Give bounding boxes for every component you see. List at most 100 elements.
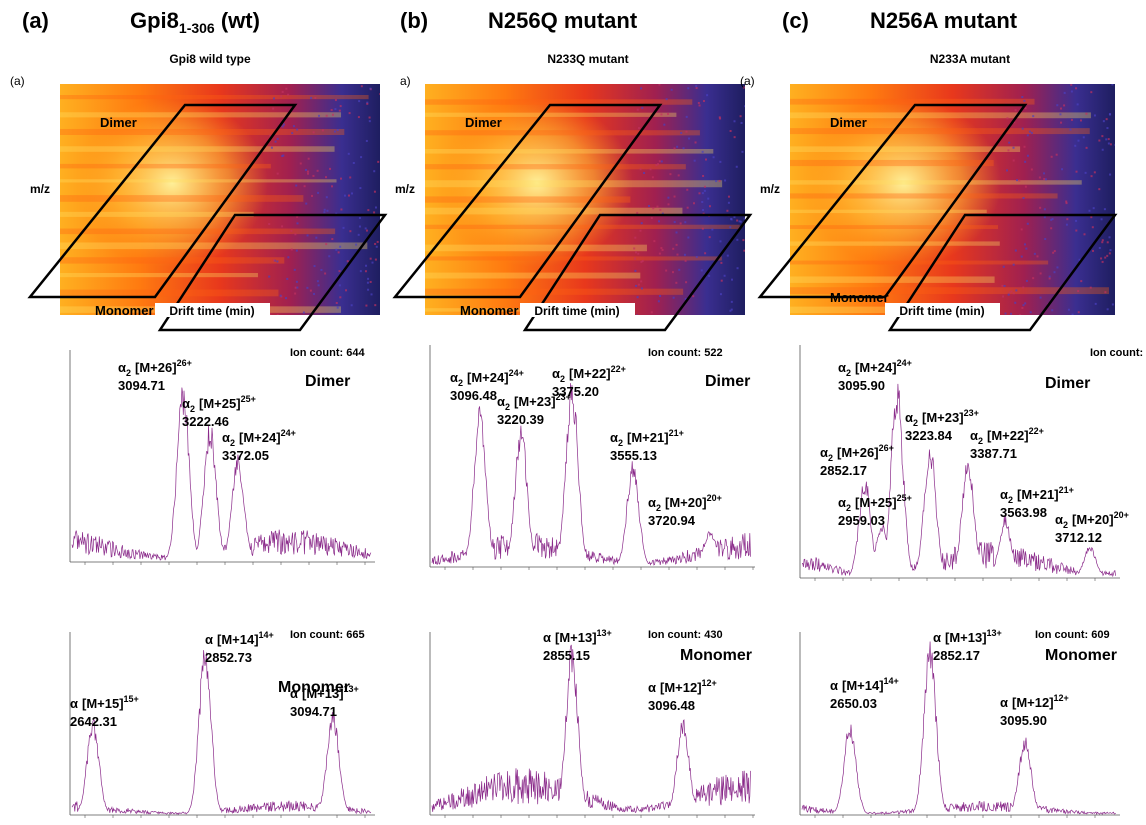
heatmap-noise: [272, 259, 275, 262]
spectrum-trace: [71, 387, 372, 561]
heatmap-noise: [1080, 280, 1083, 283]
heatmap-noise: [286, 277, 289, 280]
subtitle: N233A mutant: [930, 52, 1010, 66]
heatmap-noise: [736, 267, 739, 270]
monomer-label: Monomer: [830, 290, 889, 305]
heatmap-noise: [659, 294, 662, 297]
heatmap-noise: [1070, 90, 1073, 93]
heatmap-band: [425, 180, 723, 188]
heatmap-noise: [740, 121, 743, 124]
charge: 13+: [987, 628, 1002, 638]
heatmap-noise: [675, 243, 678, 246]
peak-label: α [M+14]14+: [205, 630, 274, 647]
heatmap-noise: [282, 123, 285, 126]
heatmap-noise: [347, 194, 350, 197]
heatmap-noise: [636, 314, 639, 315]
heatmap-noise: [1050, 155, 1053, 158]
heatmap-noise: [1020, 255, 1023, 258]
heatmap-band: [790, 159, 994, 167]
heatmap-noise: [738, 220, 741, 223]
panel-label: (a): [22, 8, 49, 33]
panel-label: (c): [782, 8, 809, 33]
heatmap-noise: [1014, 301, 1017, 304]
heatmap-noise: [718, 179, 721, 182]
heatmap-noise: [693, 202, 696, 205]
ion-count: Ion count: 430: [648, 629, 723, 641]
heatmap-noise: [667, 196, 670, 199]
heatmap-noise: [303, 185, 306, 188]
heatmap-noise: [679, 222, 682, 225]
peak-mz: 3222.46: [182, 414, 229, 429]
species: α: [610, 430, 618, 445]
ion: [M+23]: [514, 394, 556, 409]
mz: 3387.71: [970, 446, 1017, 461]
heatmap-noise: [375, 245, 378, 248]
heatmap-noise: [648, 204, 651, 207]
heatmap-noise: [1007, 293, 1010, 296]
heatmap-noise: [637, 283, 640, 286]
peak-mz: 3387.71: [970, 446, 1017, 461]
heatmap-noise: [1051, 309, 1054, 312]
heatmap-noise: [660, 160, 663, 163]
ion: [M+26]: [837, 445, 879, 460]
heatmap-noise: [1024, 243, 1027, 246]
heatmap-noise: [287, 256, 290, 259]
peak-label: α [M+13]13+: [543, 628, 612, 645]
heatmap-noise: [669, 173, 672, 176]
heatmap-band: [790, 241, 1000, 246]
heatmap-noise: [1039, 296, 1042, 299]
peak-label: α2 [M+24]24+: [450, 368, 524, 388]
heatmap-noise: [701, 227, 704, 230]
heatmap-band: [425, 244, 647, 252]
peak-label: α2 [M+25]25+: [838, 493, 912, 513]
heatmap-noise: [1043, 177, 1046, 180]
heatmap-glow: [441, 99, 633, 267]
heatmap-noise: [1016, 179, 1019, 182]
heatmap-noise: [1105, 118, 1108, 121]
mz: 2650.03: [830, 696, 877, 711]
heatmap-noise: [1013, 121, 1016, 124]
peak-label: α [M+13]13+: [290, 684, 359, 701]
heatmap-xlabel: Drift time (min): [899, 304, 984, 318]
heatmap-noise: [317, 191, 320, 194]
heatmap-noise: [335, 248, 338, 251]
heatmap-noise: [1065, 200, 1068, 203]
heatmap-noise: [268, 223, 271, 226]
peak-label: α [M+12]12+: [648, 678, 717, 695]
species: α: [205, 632, 213, 647]
heatmap-noise: [636, 296, 639, 299]
peak-label: α2 [M+24]24+: [838, 358, 912, 378]
heatmap-noise: [338, 270, 341, 273]
species-subscript: 2: [618, 438, 623, 448]
heatmap-noise: [1010, 290, 1013, 293]
heatmap-noise: [351, 192, 354, 195]
heatmap-noise: [658, 252, 661, 255]
species: α: [933, 630, 941, 645]
title: N256Q mutant: [488, 8, 638, 33]
heatmap-noise: [1085, 146, 1088, 149]
heatmap-noise: [1010, 312, 1013, 315]
heatmap-noise: [1043, 208, 1046, 211]
heatmap-noise: [269, 134, 272, 137]
heatmap-noise: [719, 293, 722, 296]
heatmap-noise: [1008, 291, 1011, 294]
heatmap-noise: [324, 176, 327, 179]
heatmap-noise: [374, 304, 377, 307]
mz: 3222.46: [182, 414, 229, 429]
heatmap-noise: [729, 226, 732, 229]
heatmap-noise: [739, 220, 742, 223]
heatmap-band: [790, 146, 1021, 152]
heatmap-noise: [305, 168, 308, 171]
heatmap-noise: [634, 269, 637, 272]
heatmap-band: [790, 260, 1049, 265]
peak-mz: 2650.03: [830, 696, 877, 711]
heatmap-noise: [1108, 236, 1111, 239]
heatmap-noise: [703, 185, 706, 188]
heatmap-noise: [1103, 208, 1106, 211]
heatmap-noise: [1048, 277, 1051, 280]
heatmap-noise: [276, 314, 279, 315]
heatmap-noise: [1026, 222, 1029, 225]
heatmap-noise: [365, 229, 368, 232]
heatmap-noise: [684, 221, 687, 224]
charge: 13+: [344, 684, 359, 694]
